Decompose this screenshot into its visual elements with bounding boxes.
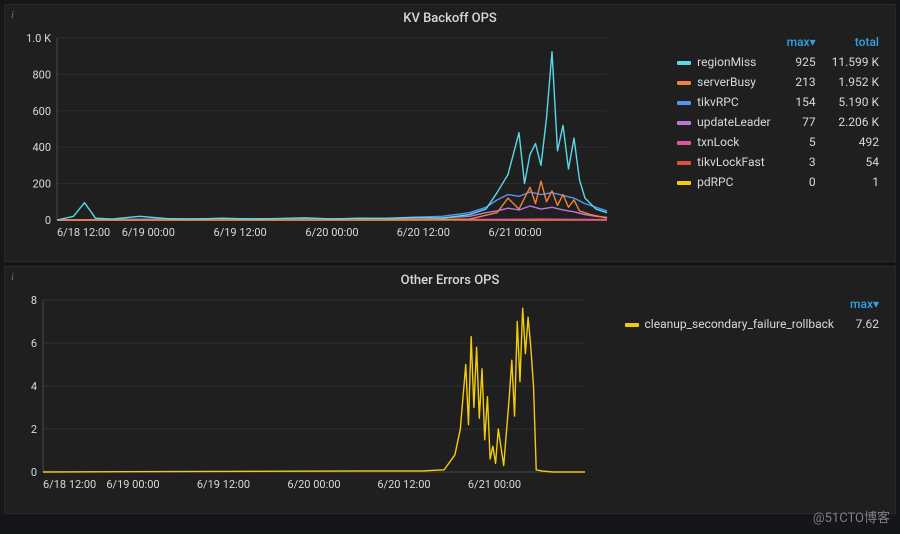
info-icon[interactable]: i	[11, 271, 14, 283]
legend-other: max▾ cleanup_secondary_failure_rollback 7.…	[617, 294, 887, 494]
legend-value: 11.599 K	[824, 52, 887, 72]
legend-swatch	[677, 181, 691, 185]
panel-kv-backoff: i KV Backoff OPS 0 200 400 600 800 1.0 K 6/18 …	[4, 4, 896, 262]
legend-col-max[interactable]: max▾	[779, 32, 824, 52]
svg-text:400: 400	[32, 141, 51, 154]
legend-series-name[interactable]: tikvLockFast	[697, 155, 765, 169]
legend-swatch	[677, 141, 691, 145]
legend-series-name[interactable]: tikvRPC	[697, 95, 739, 109]
legend-value: 5.190 K	[824, 92, 887, 112]
legend-row: regionMiss 92511.599 K	[669, 52, 887, 72]
legend-value: 492	[824, 132, 887, 152]
legend-series-name[interactable]: cleanup_secondary_failure_rollback	[645, 317, 835, 331]
panel-title: KV Backoff OPS	[5, 5, 895, 28]
svg-text:0: 0	[31, 466, 37, 479]
legend-swatch	[677, 81, 691, 85]
legend-value: 3	[779, 152, 824, 172]
legend-swatch	[677, 161, 691, 165]
legend-value: 0	[779, 172, 824, 192]
svg-text:6/19 00:00: 6/19 00:00	[106, 478, 159, 491]
legend-swatch	[677, 61, 691, 65]
legend-row: cleanup_secondary_failure_rollback 7.62	[617, 314, 887, 334]
svg-text:6/20 12:00: 6/20 12:00	[377, 478, 430, 491]
panel-title: Other Errors OPS	[5, 267, 895, 290]
legend-value: 77	[779, 112, 824, 132]
legend-value: 1	[824, 172, 887, 192]
svg-text:0: 0	[45, 214, 51, 227]
svg-text:8: 8	[31, 294, 37, 307]
legend-swatch	[625, 323, 639, 327]
svg-text:1.0 K: 1.0 K	[26, 32, 51, 45]
legend-swatch	[677, 121, 691, 125]
legend-value: 54	[824, 152, 887, 172]
svg-text:6/20 00:00: 6/20 00:00	[287, 478, 340, 491]
legend-series-name[interactable]: updateLeader	[697, 115, 771, 129]
legend-value: 7.62	[842, 314, 887, 334]
legend-row: serverBusy 2131.952 K	[669, 72, 887, 92]
legend-row: txnLock 5492	[669, 132, 887, 152]
legend-series-name[interactable]: pdRPC	[697, 175, 733, 189]
svg-text:2: 2	[31, 423, 37, 436]
chart-other-errors[interactable]: 0 2 4 6 8 6/18 12:00 6/19 00:00 6/19 12:00 6/20 …	[13, 294, 609, 494]
svg-text:6/19 12:00: 6/19 12:00	[214, 226, 267, 239]
watermark: @51CTO博客	[813, 507, 890, 526]
legend-series-name[interactable]: serverBusy	[697, 75, 756, 89]
svg-text:6/21 00:00: 6/21 00:00	[489, 226, 542, 239]
panel-other-errors: i Other Errors OPS 0 2 4 6 8 6/18 12:00 6/19 0…	[4, 266, 896, 514]
svg-text:800: 800	[32, 68, 51, 81]
legend-value: 925	[779, 52, 824, 72]
svg-text:6/18 12:00: 6/18 12:00	[57, 226, 110, 239]
legend-value: 154	[779, 92, 824, 112]
svg-text:6/21 00:00: 6/21 00:00	[468, 478, 521, 491]
chart-kv-backoff[interactable]: 0 200 400 600 800 1.0 K 6/18 12:00 6/19 00:00 6/…	[13, 32, 661, 242]
legend-value: 213	[779, 72, 824, 92]
legend-row: updateLeader 772.206 K	[669, 112, 887, 132]
info-icon[interactable]: i	[11, 9, 14, 21]
legend-row: tikvLockFast 354	[669, 152, 887, 172]
legend-value: 1.952 K	[824, 72, 887, 92]
svg-text:6/19 12:00: 6/19 12:00	[197, 478, 250, 491]
svg-text:4: 4	[31, 380, 37, 393]
legend-col-max[interactable]: max▾	[842, 294, 887, 314]
legend-series-name[interactable]: txnLock	[697, 135, 739, 149]
legend-kv: max▾totalregionMiss92511.599 KserverBusy…	[669, 32, 887, 242]
legend-value: 2.206 K	[824, 112, 887, 132]
legend-row: tikvRPC 1545.190 K	[669, 92, 887, 112]
svg-text:6/18 12:00: 6/18 12:00	[43, 478, 96, 491]
legend-col-total[interactable]: total	[824, 32, 887, 52]
svg-text:6/20 12:00: 6/20 12:00	[397, 226, 450, 239]
legend-row: pdRPC 01	[669, 172, 887, 192]
svg-text:6: 6	[31, 337, 37, 350]
legend-swatch	[677, 101, 691, 105]
svg-text:200: 200	[32, 178, 51, 191]
legend-series-name[interactable]: regionMiss	[697, 55, 756, 69]
legend-value: 5	[779, 132, 824, 152]
svg-text:6/19 00:00: 6/19 00:00	[122, 226, 175, 239]
svg-text:6/20 00:00: 6/20 00:00	[305, 226, 358, 239]
svg-text:600: 600	[32, 105, 51, 118]
